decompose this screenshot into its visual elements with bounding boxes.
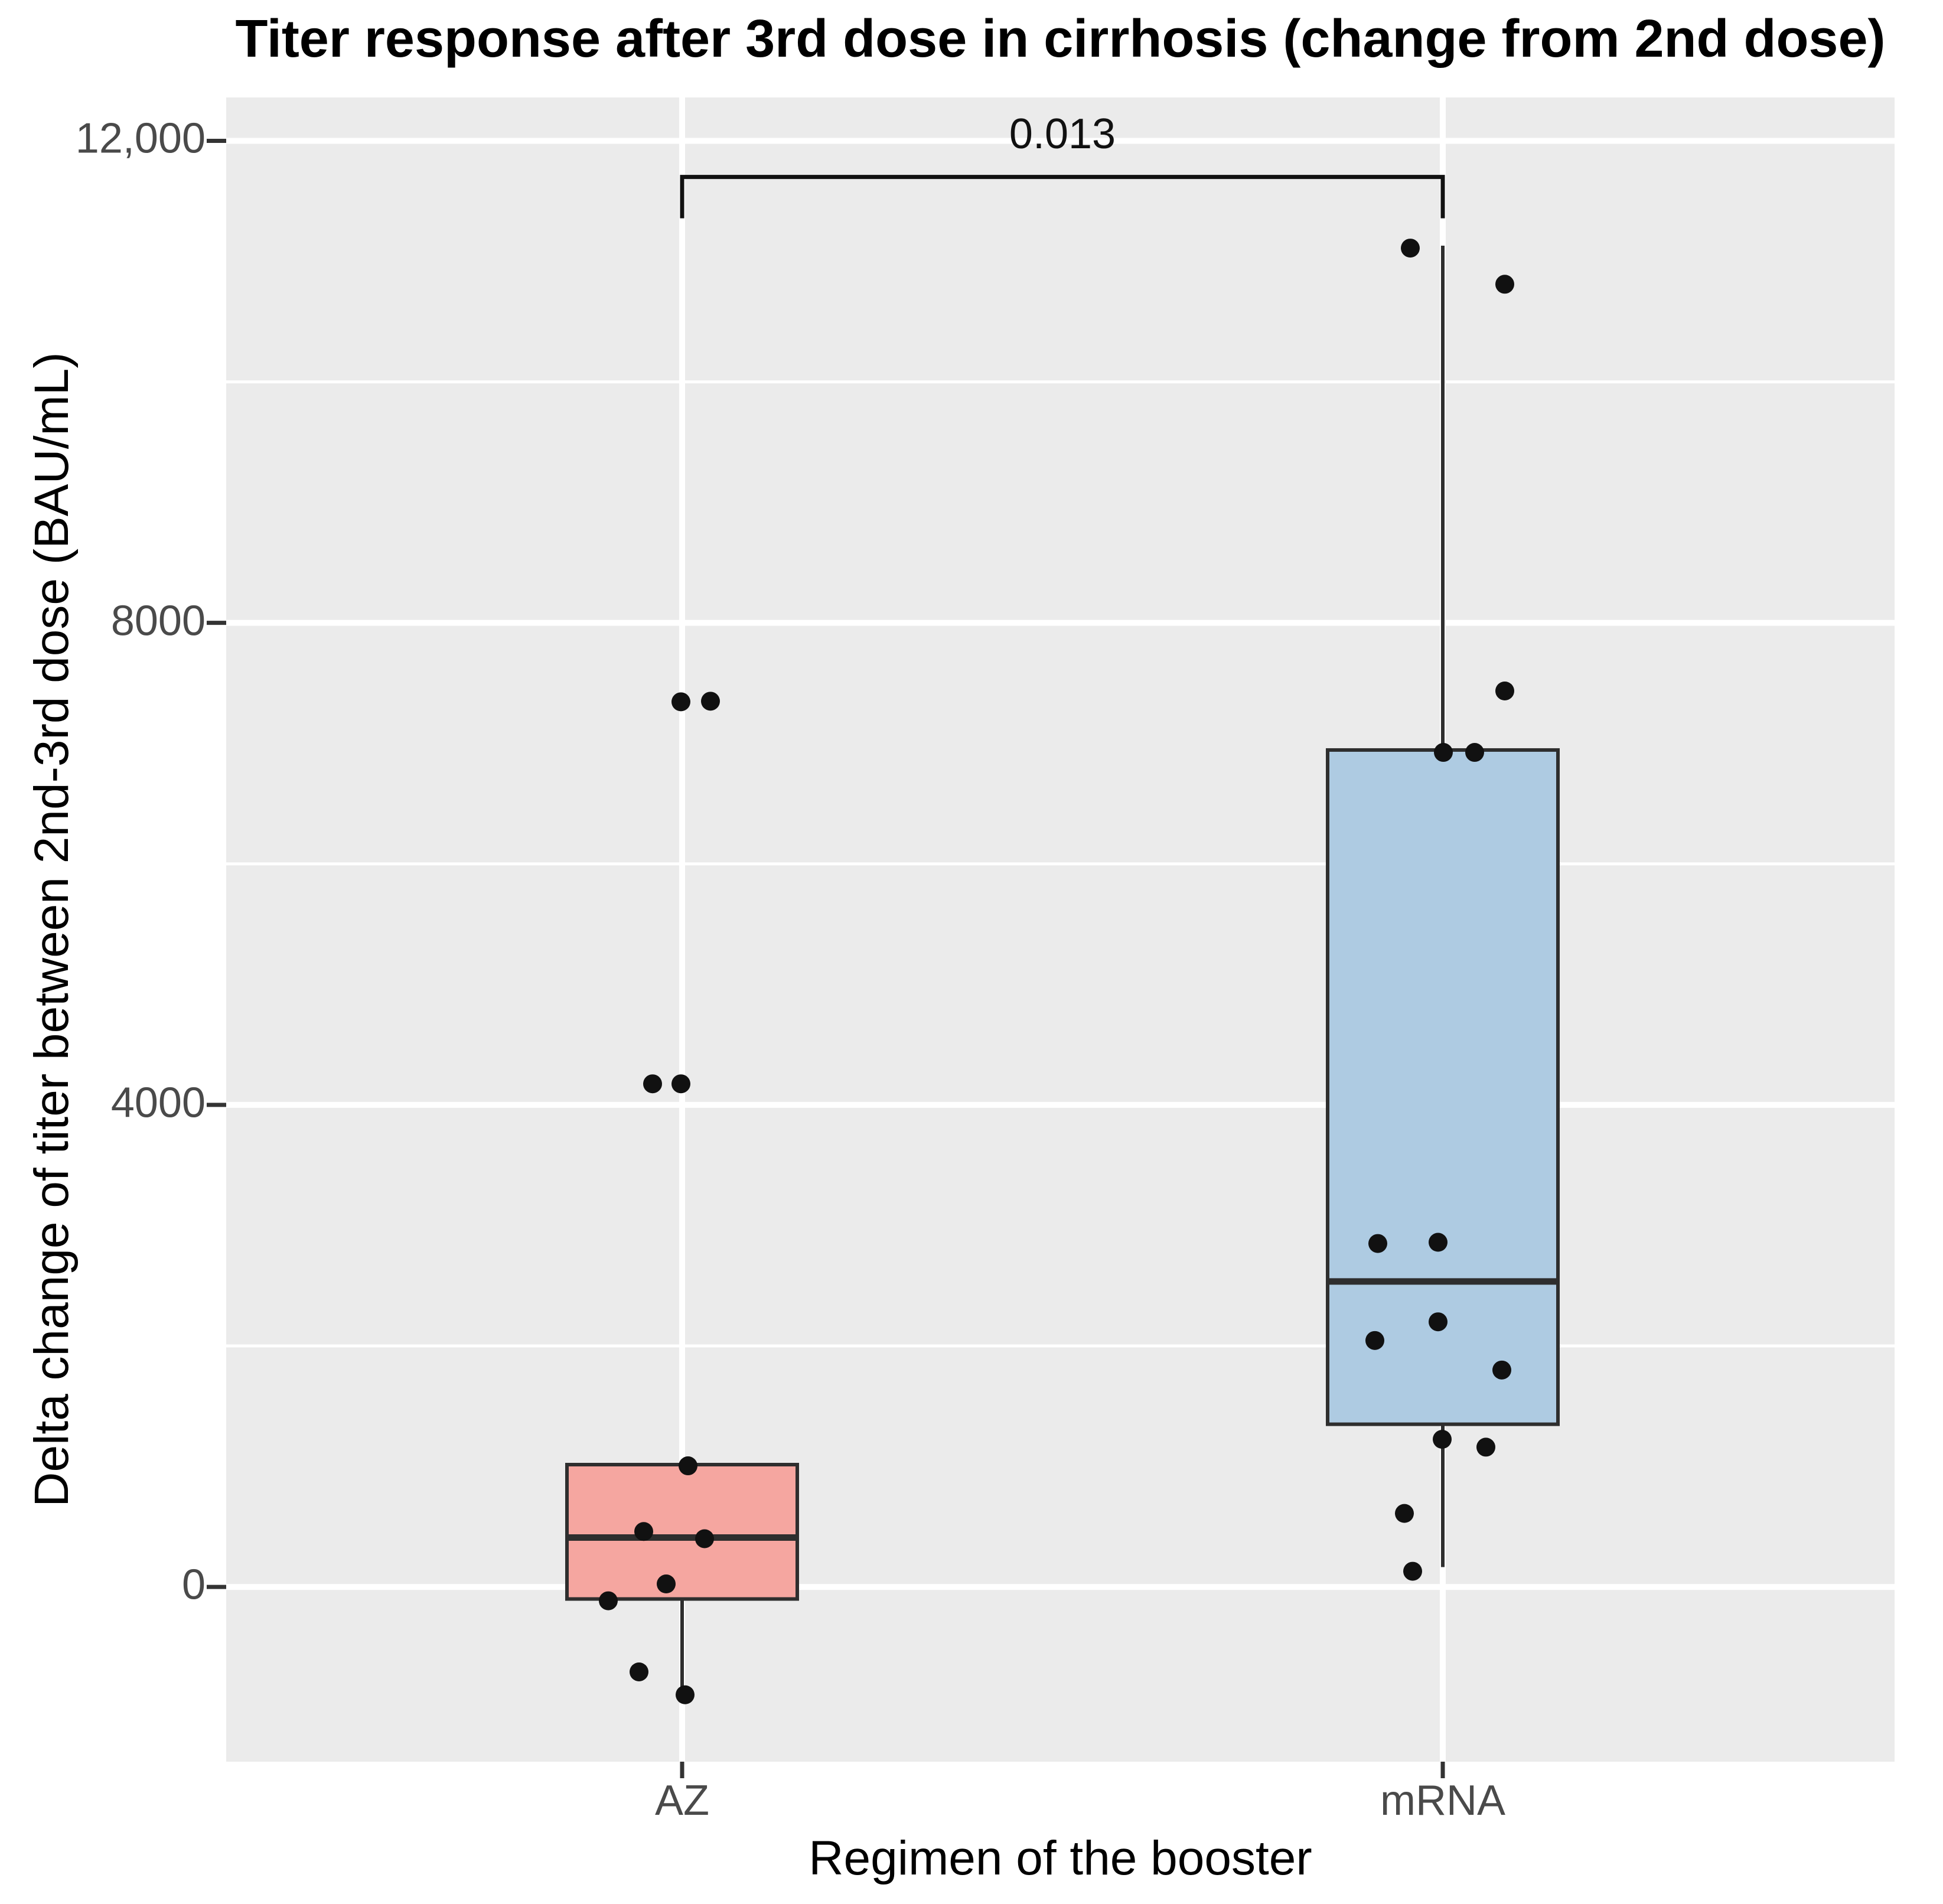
data-point-mrna bbox=[1365, 1331, 1384, 1350]
x-axis-title: Regimen of the booster bbox=[809, 1831, 1312, 1885]
y-axis-title: Delta change of titer between 2nd-3rd do… bbox=[25, 352, 79, 1507]
data-point-mrna bbox=[1433, 1430, 1452, 1449]
data-point-az bbox=[679, 1456, 697, 1476]
data-point-mrna bbox=[1495, 275, 1514, 294]
data-point-az bbox=[634, 1522, 653, 1541]
data-point-az bbox=[643, 1074, 662, 1094]
data-point-mrna bbox=[1395, 1504, 1414, 1523]
data-point-mrna bbox=[1368, 1234, 1387, 1253]
panel-background bbox=[226, 97, 1895, 1762]
data-point-az bbox=[676, 1685, 695, 1704]
data-point-mrna bbox=[1495, 681, 1514, 700]
data-point-mrna bbox=[1403, 1561, 1422, 1581]
chart-title: Titer response after 3rd dose in cirrhos… bbox=[235, 9, 1886, 69]
box-az bbox=[565, 1463, 799, 1601]
y-tick-label-8000: 8000 bbox=[110, 597, 206, 645]
data-point-az bbox=[630, 1662, 648, 1681]
data-point-mrna bbox=[1492, 1360, 1511, 1380]
y-tick-label-12000: 12,000 bbox=[75, 115, 206, 163]
data-point-az bbox=[599, 1591, 618, 1610]
significance-label: 0.013 bbox=[1009, 110, 1116, 158]
y-tick-label-4000: 4000 bbox=[110, 1079, 206, 1127]
data-point-az bbox=[671, 692, 690, 712]
x-tick-label-mrna: mRNA bbox=[1380, 1777, 1505, 1824]
data-point-az bbox=[671, 1074, 690, 1094]
y-tick-label-0: 0 bbox=[181, 1561, 206, 1609]
data-point-mrna bbox=[1401, 239, 1420, 258]
data-point-az bbox=[695, 1529, 714, 1548]
data-point-mrna bbox=[1465, 743, 1484, 762]
data-point-mrna bbox=[1476, 1437, 1495, 1457]
significance-bracket bbox=[680, 175, 1445, 219]
data-point-az bbox=[657, 1574, 676, 1594]
data-point-mrna bbox=[1434, 743, 1453, 762]
data-point-mrna bbox=[1429, 1312, 1448, 1332]
data-point-az bbox=[701, 692, 720, 711]
data-point-mrna bbox=[1429, 1233, 1448, 1252]
x-tick-label-az: AZ bbox=[654, 1777, 710, 1824]
